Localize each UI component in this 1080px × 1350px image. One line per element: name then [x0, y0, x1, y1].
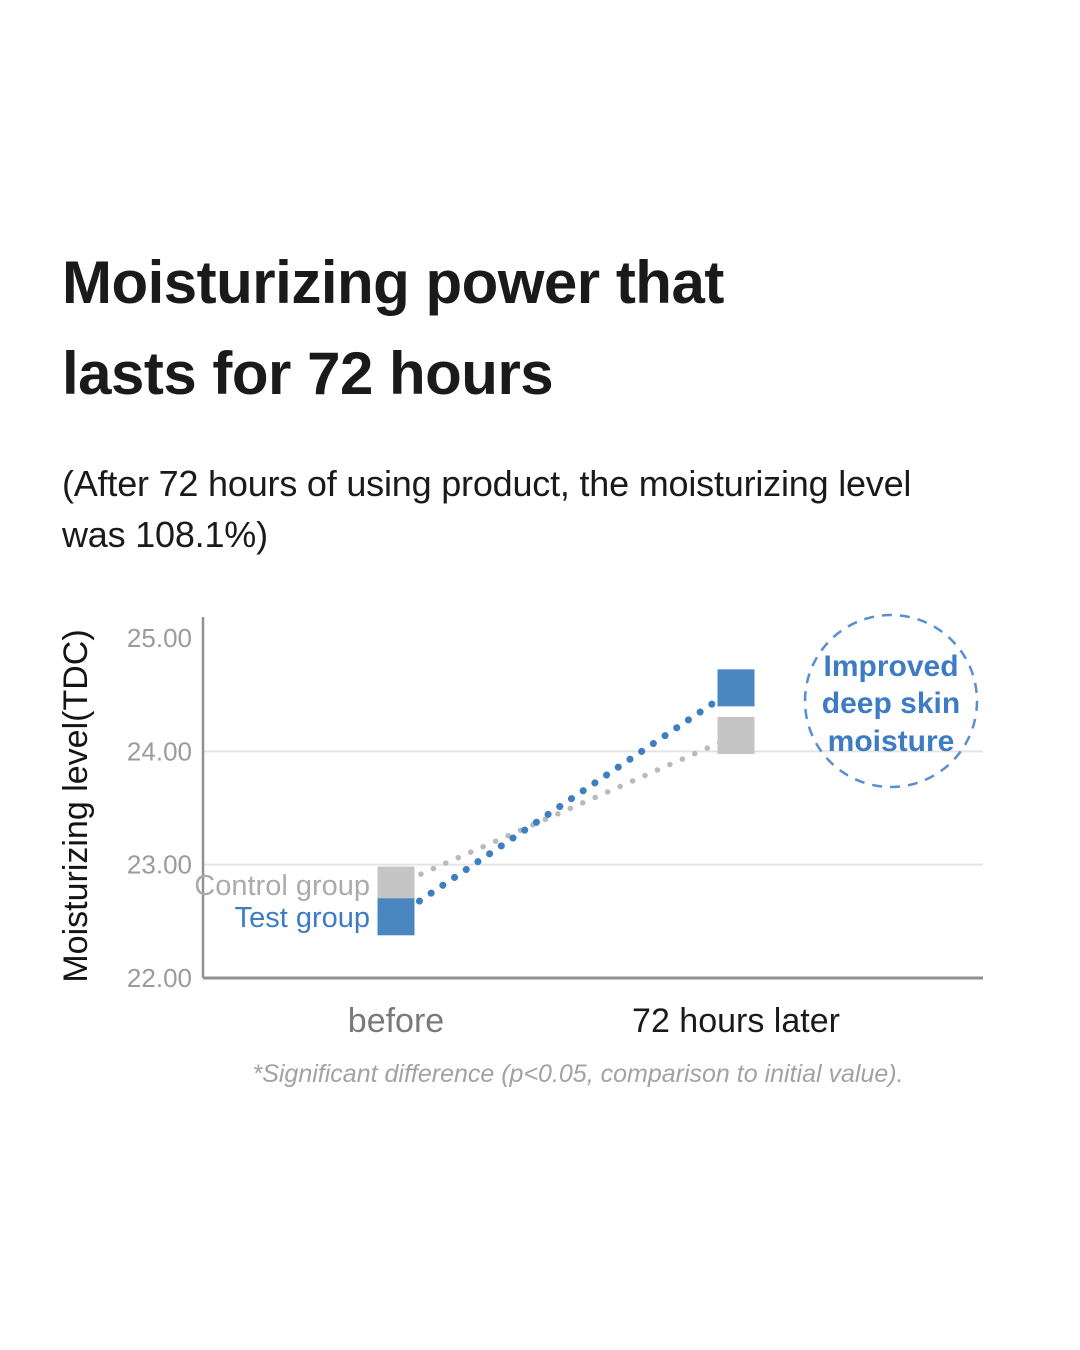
footnote: *Significant difference (p<0.05, compari… [252, 1060, 903, 1088]
page-subtitle-line-1: (After 72 hours of using product, the mo… [62, 463, 912, 504]
control-marker-after [717, 716, 755, 754]
control-dotted-line [393, 732, 739, 888]
control-marker-before [377, 866, 415, 904]
x-label-after: 72 hours later [632, 1002, 840, 1040]
y-tick-label: 25.00 [127, 623, 192, 653]
annotation-circle [803, 613, 979, 789]
test-dotted-line [392, 684, 740, 921]
y-tick-label: 22.00 [127, 963, 192, 993]
test-marker-before [377, 898, 415, 936]
annotation-text-line-3: moisture [828, 725, 955, 758]
y-tick-label: 24.00 [127, 736, 192, 766]
legend-control-group: Control group [194, 870, 370, 902]
annotation-text-line-2: deep skin [822, 687, 960, 720]
page-title: Moisturizing power that lasts for 72 hou… [62, 237, 724, 419]
test-marker-after [717, 669, 755, 707]
page-title-line-2: lasts for 72 hours [62, 340, 554, 407]
x-label-before: before [348, 1002, 444, 1040]
page-subtitle: (After 72 hours of using product, the mo… [62, 458, 911, 560]
annotation-text-line-1: Improved [823, 650, 958, 683]
y-axis-title: Moisturizing level(TDC) [57, 629, 95, 982]
page-subtitle-line-2: was 108.1%) [62, 514, 268, 555]
y-tick-label: 23.00 [127, 850, 192, 880]
legend-test-group: Test group [235, 902, 370, 934]
page-title-line-1: Moisturizing power that [62, 249, 724, 316]
